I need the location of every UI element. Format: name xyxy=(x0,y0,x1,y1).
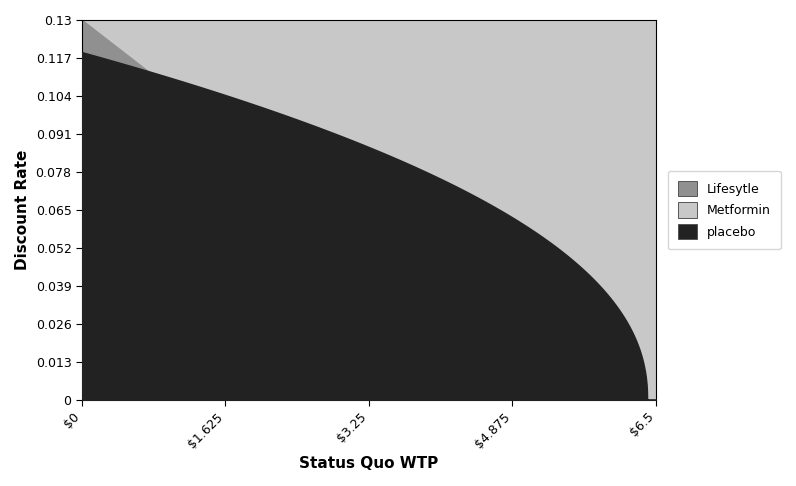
X-axis label: Status Quo WTP: Status Quo WTP xyxy=(299,456,439,471)
Y-axis label: Discount Rate: Discount Rate xyxy=(15,150,30,270)
Legend: Lifesytle, Metformin, placebo: Lifesytle, Metformin, placebo xyxy=(668,171,781,249)
